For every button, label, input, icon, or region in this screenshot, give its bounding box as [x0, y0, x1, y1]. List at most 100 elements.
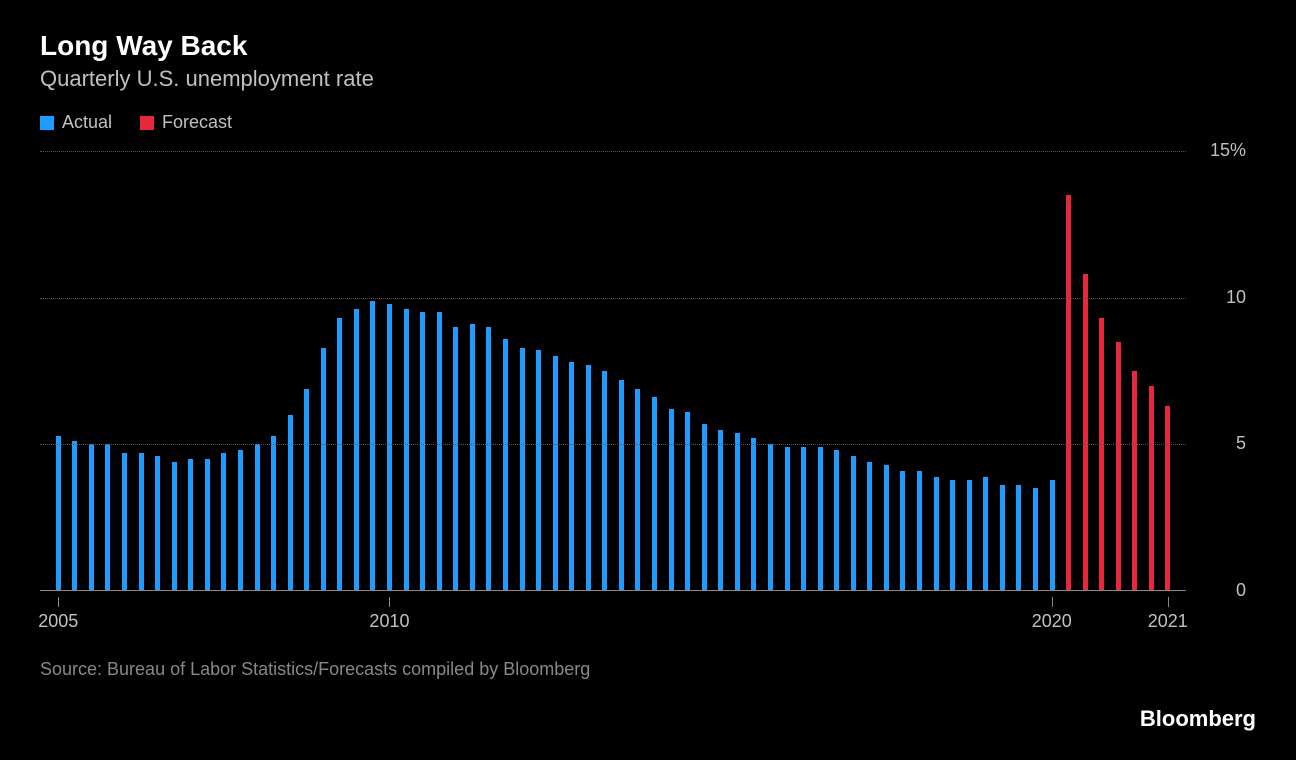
bar-slot: [994, 151, 1011, 591]
bar-slot: [630, 151, 647, 591]
brand-logo: Bloomberg: [1140, 706, 1256, 732]
bar-slot: [365, 151, 382, 591]
bar-slot: [762, 151, 779, 591]
legend-item-actual: Actual: [40, 112, 112, 133]
y-axis-label: 15%: [1210, 140, 1246, 161]
bar-slot: [580, 151, 597, 591]
x-axis-label: 2010: [369, 611, 409, 632]
bar-slot: [133, 151, 150, 591]
x-axis-label: 2005: [38, 611, 78, 632]
bar-slot: [928, 151, 945, 591]
bar-actual: [89, 444, 94, 591]
bar-slot: [232, 151, 249, 591]
bar-slot: [50, 151, 67, 591]
bar-slot: [1127, 151, 1144, 591]
bar-slot: [448, 151, 465, 591]
bar-actual: [1033, 488, 1038, 591]
bar-slot: [845, 151, 862, 591]
bar-forecast: [1132, 371, 1137, 591]
bar-forecast: [1116, 342, 1121, 591]
bar-slot: [646, 151, 663, 591]
gridline: [40, 444, 1186, 445]
bar-actual: [155, 456, 160, 591]
bar-actual: [569, 362, 574, 591]
bar-slot: [265, 151, 282, 591]
legend-swatch-forecast: [140, 116, 154, 130]
bar-forecast: [1083, 274, 1088, 591]
x-axis-label: 2020: [1032, 611, 1072, 632]
bar-actual: [586, 365, 591, 591]
bar-slot: [1110, 151, 1127, 591]
bar-slot: [812, 151, 829, 591]
x-axis-label: 2021: [1148, 611, 1188, 632]
bar-actual: [818, 447, 823, 591]
bar-slot: [597, 151, 614, 591]
bar-actual: [420, 312, 425, 591]
bar-actual: [56, 436, 61, 591]
bar-actual: [536, 350, 541, 591]
bar-actual: [72, 441, 77, 591]
bar-actual: [370, 301, 375, 591]
bar-slot: [166, 151, 183, 591]
bar-actual: [867, 462, 872, 591]
bar-slot: [961, 151, 978, 591]
bar-slot: [911, 151, 928, 591]
bar-actual: [486, 327, 491, 591]
bar-forecast: [1165, 406, 1170, 591]
chart-title: Long Way Back: [40, 30, 1256, 62]
bar-slot: [1044, 151, 1061, 591]
bar-slot: [679, 151, 696, 591]
y-axis-label: 10: [1226, 287, 1246, 308]
bar-actual: [718, 430, 723, 591]
bar-actual: [900, 471, 905, 591]
bar-actual: [652, 397, 657, 591]
bar-slot: [116, 151, 133, 591]
bar-slot: [1160, 151, 1177, 591]
bar-actual: [255, 444, 260, 591]
bar-slot: [216, 151, 233, 591]
bar-actual: [288, 415, 293, 591]
bar-actual: [785, 447, 790, 591]
y-axis-label: 0: [1236, 580, 1246, 601]
bar-slot: [348, 151, 365, 591]
bar-actual: [751, 438, 756, 591]
bar-actual: [967, 480, 972, 591]
bar-slot: [67, 151, 84, 591]
bar-actual: [387, 304, 392, 591]
bar-actual: [205, 459, 210, 591]
bar-actual: [702, 424, 707, 591]
bar-slot: [795, 151, 812, 591]
x-tick: [1052, 597, 1053, 607]
bar-actual: [188, 459, 193, 591]
bar-slot: [282, 151, 299, 591]
bar-actual: [619, 380, 624, 591]
legend-label-actual: Actual: [62, 112, 112, 133]
source-text: Source: Bureau of Labor Statistics/Forec…: [40, 659, 1256, 680]
bar-actual: [635, 389, 640, 591]
bar-slot: [464, 151, 481, 591]
bar-actual: [851, 456, 856, 591]
bar-actual: [271, 436, 276, 591]
x-tick: [1168, 597, 1169, 607]
bar-slot: [1011, 151, 1028, 591]
bar-actual: [520, 348, 525, 591]
bar-actual: [221, 453, 226, 591]
bar-slot: [199, 151, 216, 591]
bar-slot: [332, 151, 349, 591]
bar-actual: [304, 389, 309, 591]
bar-slot: [249, 151, 266, 591]
x-tick: [389, 597, 390, 607]
legend: Actual Forecast: [40, 112, 1256, 133]
bar-slot: [530, 151, 547, 591]
bar-actual: [884, 465, 889, 591]
bar-actual: [917, 471, 922, 591]
bar-slot: [1060, 151, 1077, 591]
bar-actual: [139, 453, 144, 591]
bar-actual: [1000, 485, 1005, 591]
legend-swatch-actual: [40, 116, 54, 130]
chart-subtitle: Quarterly U.S. unemployment rate: [40, 66, 1256, 92]
bar-actual: [172, 462, 177, 591]
bar-actual: [105, 444, 110, 591]
bar-actual: [122, 453, 127, 591]
bar-actual: [321, 348, 326, 591]
